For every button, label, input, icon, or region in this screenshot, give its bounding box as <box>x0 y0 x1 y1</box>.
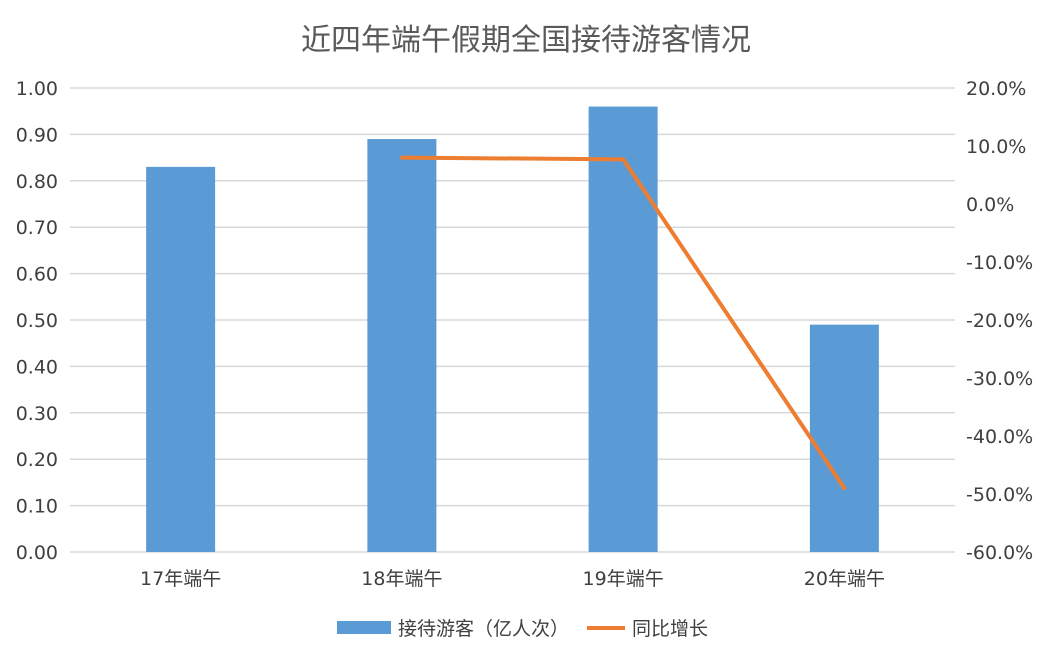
left-tick-label: 0.30 <box>16 403 58 425</box>
bar <box>367 139 437 553</box>
right-tick-label: -10.0% <box>966 252 1033 274</box>
right-tick-label: -60.0% <box>966 542 1033 564</box>
bar-series <box>146 106 879 553</box>
left-tick-label: 0.90 <box>16 124 58 146</box>
category-labels: 17年端午 18年端午 19年端午 20年端午 <box>140 568 885 590</box>
legend: 接待游客（亿人次） 同比增长 <box>337 618 708 640</box>
right-tick-label: -50.0% <box>966 484 1033 506</box>
chart-title: 近四年端午假期全国接待游客情况 <box>301 23 751 58</box>
left-tick-label: 0.40 <box>16 356 58 378</box>
bar <box>588 106 658 552</box>
right-tick-label: 20.0% <box>966 78 1026 100</box>
bar <box>809 324 879 552</box>
left-tick-label: 1.00 <box>16 78 58 100</box>
left-tick-label: 0.00 <box>16 542 58 564</box>
left-tick-label: 0.20 <box>16 449 58 471</box>
category-label: 20年端午 <box>804 568 885 590</box>
left-tick-label: 0.50 <box>16 310 58 332</box>
bar <box>146 166 216 552</box>
left-tick-label: 0.80 <box>16 171 58 193</box>
category-label: 19年端午 <box>583 568 664 590</box>
left-tick-label: 0.10 <box>16 496 58 518</box>
line-path <box>399 155 847 491</box>
left-tick-label: 0.70 <box>16 217 58 239</box>
right-axis-ticks: -60.0% -50.0% -40.0% -30.0% -20.0% -10.0% 0.0%… <box>966 78 1033 564</box>
right-tick-label: 0.0% <box>966 194 1014 216</box>
right-tick-label: -20.0% <box>966 310 1033 332</box>
left-axis-ticks: 0.00 0.10 0.20 0.30 0.40 0.50 0.60 0.70 0.80 0.90… <box>16 78 58 564</box>
legend-swatch-bar <box>337 621 391 634</box>
legend-label-bar: 接待游客（亿人次） <box>398 618 569 640</box>
category-label: 18年端午 <box>361 568 442 590</box>
right-tick-label: 10.0% <box>966 136 1026 158</box>
left-tick-label: 0.60 <box>16 264 58 286</box>
line-series <box>399 155 847 491</box>
gridlines <box>70 87 955 553</box>
right-tick-label: -40.0% <box>966 426 1033 448</box>
category-label: 17年端午 <box>140 568 221 590</box>
legend-label-line: 同比增长 <box>632 618 708 640</box>
right-tick-label: -30.0% <box>966 368 1033 390</box>
